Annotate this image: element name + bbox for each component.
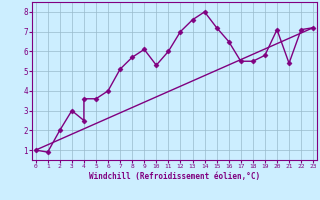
X-axis label: Windchill (Refroidissement éolien,°C): Windchill (Refroidissement éolien,°C) [89,172,260,181]
